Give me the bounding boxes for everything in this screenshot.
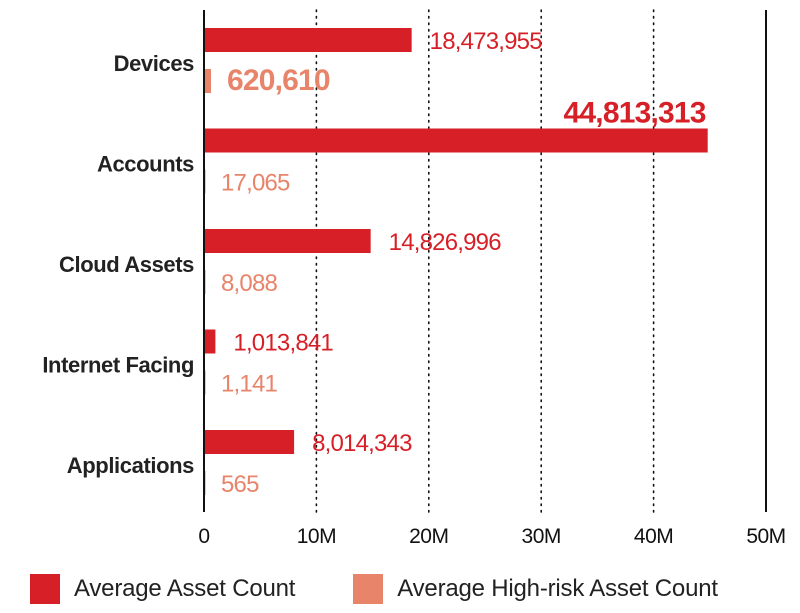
data-label: 565 [221,471,259,498]
bar-average-high-risk-asset-count-devices [204,69,211,93]
category-label: Applications [67,453,194,478]
legend-label-average-high-risk-asset-count: Average High-risk Asset Count [397,575,718,602]
data-label: 14,826,996 [389,229,502,256]
x-tick-label: 50M [746,525,785,548]
legend: Average Asset Count Average High-risk As… [30,572,790,606]
legend-swatch-average-asset-count [30,574,60,604]
bar-average-asset-count-devices [204,28,412,52]
bar-average-asset-count-internet-facing [204,329,216,354]
bar-average-asset-count-applications [204,430,295,454]
bar-average-asset-count-accounts [204,128,708,153]
data-label: 1,013,841 [233,330,333,357]
legend-label-average-asset-count: Average Asset Count [74,575,296,602]
x-tick-label: 0 [198,525,209,548]
category-label: Devices [114,51,195,76]
data-label: 8,088 [221,270,278,297]
category-label: Accounts [97,152,194,177]
legend-swatch-average-high-risk-asset-count [353,574,384,604]
data-label: 44,813,313 [564,97,706,130]
bar-average-asset-count-cloud-assets [204,229,371,253]
bar-chart: 0 10M 20M 30M 40M 50M Devices 18,473,955 620,610… [42,9,786,548]
data-label: 18,473,955 [430,28,543,55]
data-label: 8,014,343 [312,430,412,457]
category-label: Cloud Assets [59,252,194,277]
x-tick-label: 10M [297,525,336,548]
data-label: 1,141 [221,371,278,398]
legend-item-average-asset-count: Average Asset Count [30,574,295,604]
legend-item-average-high-risk-asset-count: Average High-risk Asset Count [353,574,718,604]
data-label: 17,065 [221,170,290,197]
x-tick-label: 20M [409,525,448,548]
category-label: Internet Facing [42,353,194,378]
x-tick-label: 30M [522,525,561,548]
data-label: 620,610 [227,64,330,97]
x-tick-label: 40M [634,525,673,548]
